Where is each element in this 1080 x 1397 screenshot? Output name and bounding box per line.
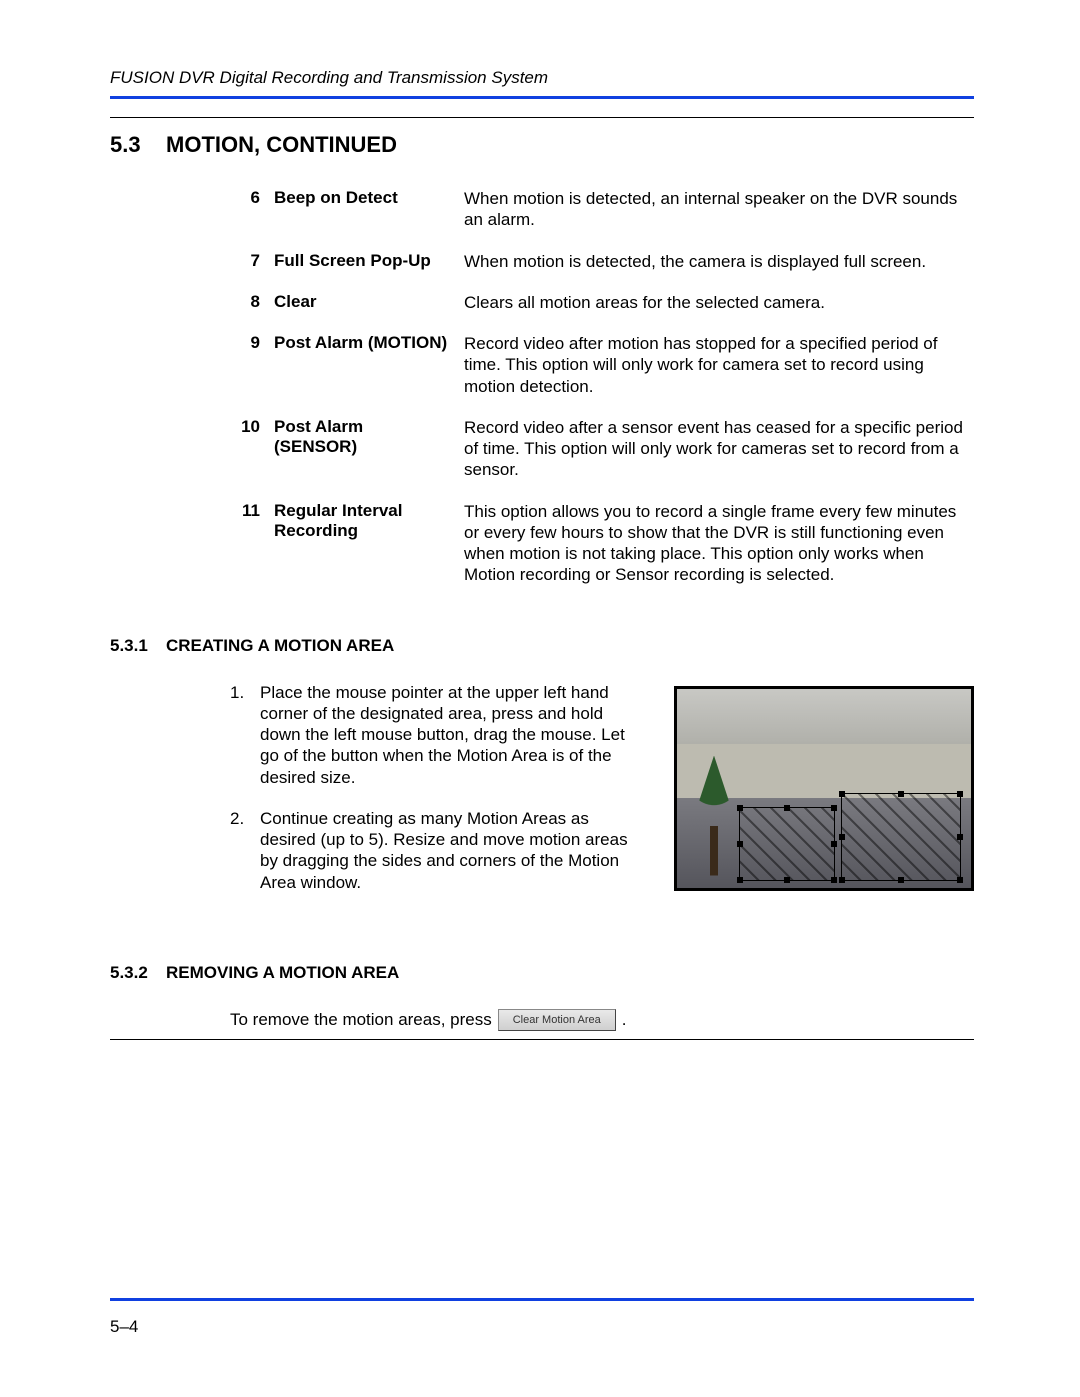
section-title: 5.3MOTION, CONTINUED	[110, 132, 974, 158]
definition-term: Beep on Detect	[274, 188, 464, 231]
section-bottom-rule	[110, 1039, 974, 1040]
definition-term: Post Alarm (SENSOR)	[274, 417, 464, 481]
section-heading: MOTION, CONTINUED	[166, 132, 397, 157]
list-text: Continue creating as many Motion Areas a…	[260, 808, 644, 893]
subsection-title: 5.3.2REMOVING A MOTION AREA	[110, 963, 974, 983]
definition-desc: Record video after motion has stopped fo…	[464, 333, 974, 397]
motion-area[interactable]	[739, 807, 835, 881]
clear-motion-area-button[interactable]: Clear Motion Area	[498, 1009, 616, 1031]
motion-area[interactable]	[841, 793, 961, 881]
list-item: 1. Place the mouse pointer at the upper …	[230, 682, 644, 788]
subsection-number: 5.3.1	[110, 636, 166, 656]
definition-number: 10	[230, 417, 274, 481]
header-title: FUSION DVR Digital Recording and Transmi…	[110, 68, 974, 96]
section-top-rule	[110, 117, 974, 118]
definition-row: 6 Beep on Detect When motion is detected…	[230, 188, 974, 231]
definition-number: 8	[230, 292, 274, 313]
list-text: Place the mouse pointer at the upper lef…	[260, 682, 644, 788]
definition-desc: Clears all motion areas for the selected…	[464, 292, 974, 313]
remove-suffix: .	[622, 1010, 627, 1030]
definition-term: Clear	[274, 292, 464, 313]
list-number: 1.	[230, 682, 260, 788]
definition-desc: When motion is detected, an internal spe…	[464, 188, 974, 231]
subsection-heading: CREATING A MOTION AREA	[166, 636, 394, 655]
definition-number: 11	[230, 501, 274, 586]
definition-desc: Record video after a sensor event has ce…	[464, 417, 974, 481]
remove-instruction: To remove the motion areas, press Clear …	[230, 1009, 974, 1031]
page-number: 5–4	[110, 1317, 974, 1337]
create-steps: 1. Place the mouse pointer at the upper …	[230, 682, 644, 913]
definition-row: 9 Post Alarm (MOTION) Record video after…	[230, 333, 974, 397]
definition-row: 11 Regular Interval Recording This optio…	[230, 501, 974, 586]
definition-desc: When motion is detected, the camera is d…	[464, 251, 974, 272]
definition-desc: This option allows you to record a singl…	[464, 501, 974, 586]
footer-rule	[110, 1298, 974, 1301]
definition-term: Regular Interval Recording	[274, 501, 464, 586]
section-number: 5.3	[110, 132, 166, 158]
definition-row: 8 Clear Clears all motion areas for the …	[230, 292, 974, 313]
subsection-title: 5.3.1CREATING A MOTION AREA	[110, 636, 974, 656]
page-footer: 5–4	[110, 1298, 974, 1337]
camera-preview	[674, 686, 974, 891]
list-number: 2.	[230, 808, 260, 893]
subsection-heading: REMOVING A MOTION AREA	[166, 963, 399, 982]
definition-row: 10 Post Alarm (SENSOR) Record video afte…	[230, 417, 974, 481]
subsection-number: 5.3.2	[110, 963, 166, 983]
remove-prefix: To remove the motion areas, press	[230, 1010, 492, 1030]
definition-number: 7	[230, 251, 274, 272]
list-item: 2. Continue creating as many Motion Area…	[230, 808, 644, 893]
definition-number: 9	[230, 333, 274, 397]
definition-number: 6	[230, 188, 274, 231]
definition-term: Post Alarm (MOTION)	[274, 333, 464, 397]
header-rule	[110, 96, 974, 99]
definition-list: 6 Beep on Detect When motion is detected…	[230, 188, 974, 586]
definition-row: 7 Full Screen Pop-Up When motion is dete…	[230, 251, 974, 272]
definition-term: Full Screen Pop-Up	[274, 251, 464, 272]
